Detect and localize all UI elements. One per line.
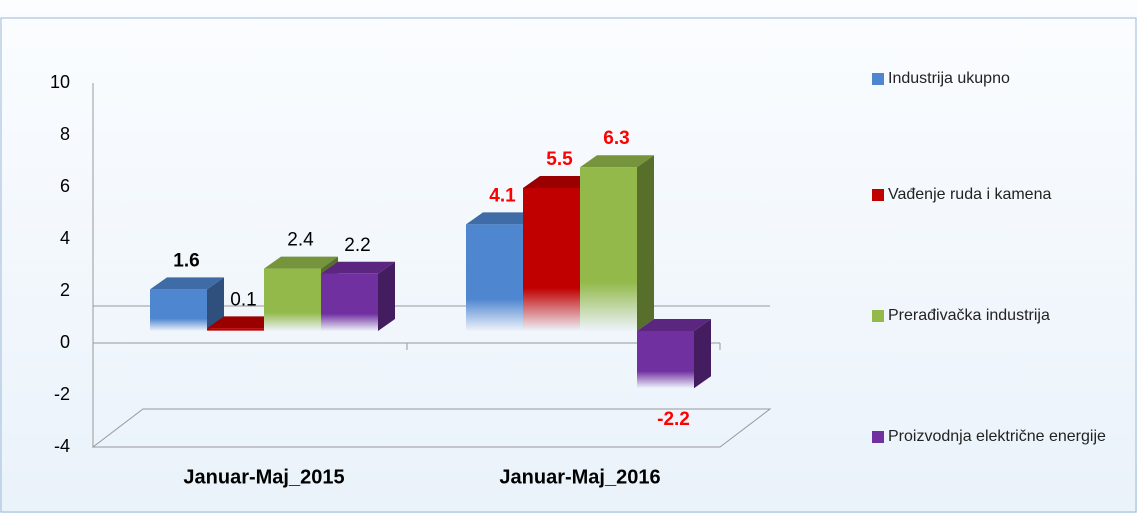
- y-tick-label: 2: [60, 280, 70, 300]
- bar-top: [321, 261, 395, 274]
- legend-label: Industrija ukupno: [888, 70, 1010, 87]
- value-label: 0.1: [230, 289, 256, 310]
- bar-top: [207, 316, 281, 329]
- value-label: 2.2: [344, 235, 370, 256]
- bar-side: [637, 155, 654, 331]
- bar-side: [378, 261, 395, 331]
- bar-side: [694, 319, 711, 389]
- frame: [0, 17, 1137, 513]
- bar: [637, 331, 694, 389]
- value-label: -2.2: [657, 409, 690, 430]
- bar: [207, 328, 264, 331]
- legend-swatch: [872, 189, 884, 201]
- y-tick-label: 6: [60, 176, 70, 196]
- bar-top: [150, 277, 224, 290]
- x-tick-label: Januar-Maj_2015: [183, 466, 344, 488]
- legend-label: Proizvodnja električne energije: [888, 428, 1106, 445]
- y-tick-label: 8: [60, 124, 70, 144]
- y-tick-label: -4: [54, 436, 70, 456]
- floor: [91, 408, 772, 448]
- legend-swatch: [872, 310, 884, 322]
- legend-item: Proizvodnja električne energije: [872, 428, 1112, 446]
- legend-item: Prerađivačka industrija: [872, 307, 1112, 325]
- x-tick-label: Januar-Maj_2016: [499, 466, 660, 488]
- legend-item: Industrija ukupno: [872, 70, 1112, 88]
- legend-label: Prerađivačka industrija: [888, 307, 1050, 324]
- bar-top: [523, 176, 597, 188]
- value-label: 4.1: [489, 185, 516, 206]
- y-tick-label: 0: [60, 332, 70, 352]
- legend-item: Vađenje ruda i kamena: [872, 186, 1112, 204]
- bar-top: [264, 256, 338, 269]
- value-label: 5.5: [546, 149, 573, 170]
- y-tick-label: -2: [54, 384, 70, 404]
- value-label: 6.3: [603, 128, 629, 149]
- legend-swatch: [872, 73, 884, 85]
- bar: [150, 289, 207, 331]
- bar-top: [466, 212, 540, 225]
- bar-top: [637, 319, 711, 331]
- bar: [321, 273, 378, 331]
- bar: [523, 188, 580, 331]
- bar: [264, 268, 321, 331]
- y-tick-label: 10: [50, 72, 70, 92]
- legend-swatch: [872, 431, 884, 443]
- legend-label: Vađenje ruda i kamena: [888, 186, 1052, 203]
- bar-side: [207, 277, 224, 331]
- bar: [580, 167, 637, 331]
- y-tick-label: 4: [60, 228, 70, 248]
- value-label: 2.4: [287, 230, 314, 251]
- bar: [466, 224, 523, 331]
- bar-top: [580, 155, 654, 168]
- value-label: 1.6: [173, 250, 199, 271]
